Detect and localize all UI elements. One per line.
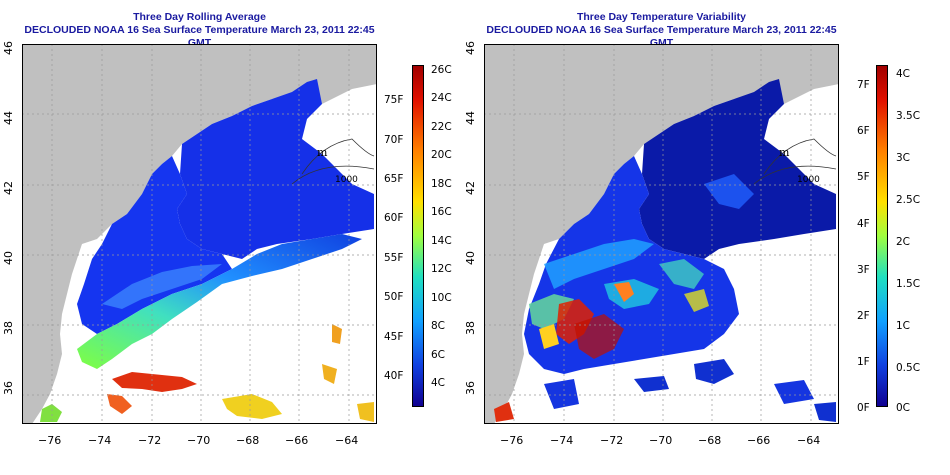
left-ytick-46: 46: [2, 41, 15, 55]
right-xtick-74: −74: [550, 434, 574, 447]
left-cb-c-14: 14C: [431, 235, 452, 247]
left-map: m 1000: [22, 44, 377, 424]
left-cb-c-16: 16C: [431, 206, 452, 218]
left-cb-c-22: 22C: [431, 121, 452, 133]
right-cb-c-0.5: 0.5C: [896, 362, 921, 374]
right-low-variability: [639, 79, 836, 259]
left-grid: [22, 44, 377, 424]
right-cb-f-1: 1F: [857, 356, 870, 368]
left-xtick-74: −74: [88, 434, 112, 447]
left-warm-water: [112, 372, 197, 392]
right-cb-f-0: 0F: [857, 402, 870, 414]
right-ytick-46: 46: [464, 41, 477, 55]
right-ytick-38: 38: [464, 321, 477, 335]
left-ytick-44: 44: [2, 111, 15, 125]
right-xtick-70: −70: [649, 434, 673, 447]
left-colorbar: [412, 65, 424, 407]
left-xtick-66: −66: [285, 434, 309, 447]
right-cb-c-2.5: 2.5C: [896, 194, 921, 206]
right-xtick-72: −72: [600, 434, 624, 447]
left-xtick-72: −72: [138, 434, 162, 447]
right-ytick-36: 36: [464, 381, 477, 395]
right-xtick-66: −66: [747, 434, 771, 447]
right-depth-value: 1000: [797, 175, 820, 185]
left-title-line1: Three Day Rolling Average: [133, 11, 266, 23]
left-cb-c-8: 8C: [431, 320, 446, 332]
right-title: Three Day Temperature Variability DECLOU…: [484, 11, 839, 50]
right-cb-c-3.5: 3.5C: [896, 110, 921, 122]
left-cb-c-10: 10C: [431, 292, 452, 304]
left-ytick-40: 40: [2, 251, 15, 265]
right-colorbar: [876, 65, 888, 407]
left-xtick-70: −70: [187, 434, 211, 447]
left-land: [22, 44, 377, 424]
left-depth-label: m: [317, 146, 328, 159]
left-cb-f-75: 75F: [384, 94, 404, 106]
left-xtick-68: −68: [236, 434, 260, 447]
right-cb-c-2: 2C: [896, 236, 911, 248]
left-cb-f-55: 55F: [384, 252, 404, 264]
left-cb-c-4: 4C: [431, 377, 446, 389]
right-cb-f-6: 6F: [857, 125, 870, 137]
right-xtick-68: −68: [698, 434, 722, 447]
right-land: [484, 44, 839, 424]
left-cb-c-26: 26C: [431, 64, 452, 76]
right-cb-c-1: 1C: [896, 320, 911, 332]
right-ytick-42: 42: [464, 181, 477, 195]
left-cb-c-18: 18C: [431, 178, 452, 190]
right-cb-f-3: 3F: [857, 264, 870, 276]
left-ytick-42: 42: [2, 181, 15, 195]
left-ytick-36: 36: [2, 381, 15, 395]
left-cb-f-70: 70F: [384, 134, 404, 146]
right-cb-c-4: 4C: [896, 68, 911, 80]
left-shelf-water: [77, 234, 362, 369]
right-cb-f-2: 2F: [857, 310, 870, 322]
right-xtick-76: −76: [500, 434, 524, 447]
left-cb-f-45: 45F: [384, 331, 404, 343]
right-ytick-40: 40: [464, 251, 477, 265]
left-cb-c-24: 24C: [431, 92, 452, 104]
right-ytick-44: 44: [464, 111, 477, 125]
right-cb-c-3: 3C: [896, 152, 911, 164]
left-cold-water: [177, 79, 374, 259]
right-cb-c-1.5: 1.5C: [896, 278, 921, 290]
left-xtick-76: −76: [38, 434, 62, 447]
left-cb-c-6: 6C: [431, 349, 446, 361]
left-cb-f-65: 65F: [384, 173, 404, 185]
right-map: m 1000: [484, 44, 839, 424]
right-grid: [484, 44, 839, 424]
left-ytick-38: 38: [2, 321, 15, 335]
right-title-line1: Three Day Temperature Variability: [576, 11, 747, 23]
left-cb-c-20: 20C: [431, 149, 452, 161]
left-cb-f-40: 40F: [384, 370, 404, 382]
left-cb-c-12: 12C: [431, 263, 452, 275]
left-cb-f-60: 60F: [384, 212, 404, 224]
left-xtick-64: −64: [335, 434, 359, 447]
right-cb-f-4: 4F: [857, 218, 870, 230]
left-cb-f-50: 50F: [384, 291, 404, 303]
right-depth-label: m: [779, 146, 790, 159]
right-cb-c-0: 0C: [896, 402, 911, 414]
right-cb-f-7: 7F: [857, 79, 870, 91]
right-cb-f-5: 5F: [857, 171, 870, 183]
right-xtick-64: −64: [797, 434, 821, 447]
left-depth-value: 1000: [335, 175, 358, 185]
